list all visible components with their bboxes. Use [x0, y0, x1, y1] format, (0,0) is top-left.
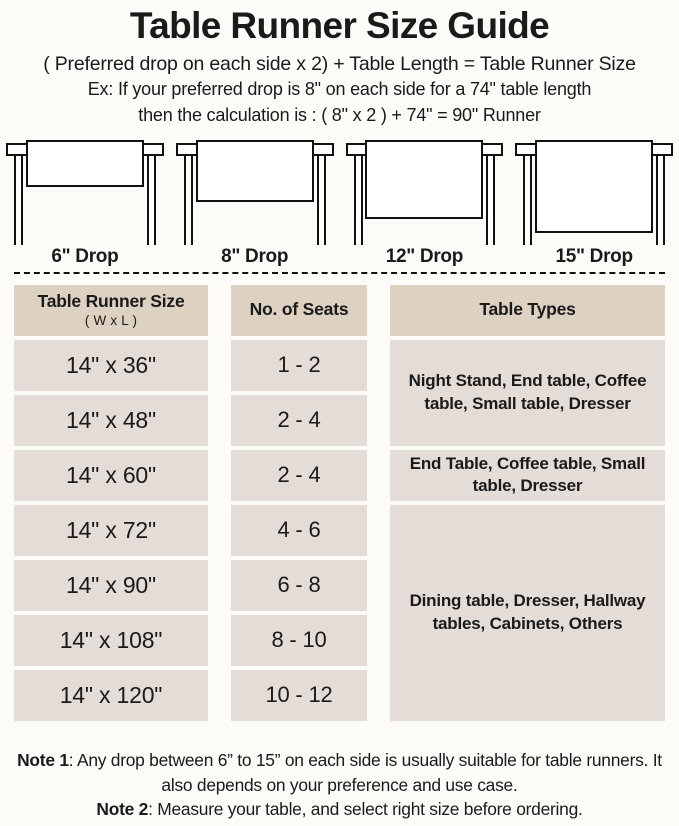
- runner-size-value: 14" x 120": [59, 681, 163, 708]
- column-header-size-title: Table Runner Size: [37, 290, 185, 311]
- table-row-seats: 6 - 8: [231, 559, 367, 611]
- column-header-types-title: Table Types: [479, 299, 576, 320]
- note-1: Note 1: Any drop between 6” to 15” on ea…: [10, 748, 669, 797]
- table-row-size: 14" x 36": [14, 339, 208, 391]
- table-row-size: 14" x 90": [14, 559, 208, 611]
- table-leg-left: [353, 155, 363, 245]
- note-2-text: : Measure your table, and select right s…: [148, 799, 583, 820]
- note-2: Note 2: Measure your table, and select r…: [10, 797, 669, 822]
- note-2-label: Note 2: [96, 799, 149, 820]
- table-runner-drape: [25, 139, 144, 187]
- table-leg-right: [486, 155, 496, 245]
- example-line-1: Ex: If your preferred drop is 8" on each…: [87, 79, 592, 100]
- column-header-types: Table Types: [390, 284, 665, 336]
- column-header-seats-title: No. of Seats: [249, 299, 349, 320]
- drop-label-row: 6" Drop 8" Drop 12" Drop 15" Drop: [0, 246, 679, 268]
- table-leg-right: [316, 155, 326, 245]
- table-leg-right: [656, 155, 665, 245]
- seats-value: 2 - 4: [277, 407, 321, 433]
- table-types-group: Night Stand, End table, Coffee table, Sm…: [390, 339, 665, 446]
- seats-value: 2 - 4: [277, 462, 321, 488]
- table-types-value: Night Stand, End table, Coffee table, Sm…: [408, 371, 647, 413]
- table-row-seats: 2 - 4: [231, 394, 367, 446]
- table-row-seats: 1 - 2: [231, 339, 367, 391]
- table-row-seats: 2 - 4: [231, 449, 367, 501]
- table-diagram-2: [170, 137, 340, 245]
- column-header-size: Table Runner Size ( W x L ): [14, 284, 208, 336]
- runner-size-value: 14" x 90": [66, 571, 156, 598]
- runner-size-value: 14" x 108": [59, 626, 163, 653]
- table-diagram-1: [0, 137, 170, 245]
- formula-text: ( Preferred drop on each side x 2) + Tab…: [43, 52, 636, 75]
- table-row-size: 14" x 60": [14, 449, 208, 501]
- table-row-size: 14" x 72": [14, 504, 208, 556]
- table-diagram-4: [509, 137, 679, 245]
- drop-label-2: 8" Drop: [221, 245, 289, 267]
- table-leg-left: [523, 155, 533, 245]
- table-row-seats: 4 - 6: [231, 504, 367, 556]
- table-types-value: End Table, Coffee table, Small table, Dr…: [409, 453, 646, 496]
- runner-size-value: 14" x 60": [66, 461, 156, 488]
- table-types-group: Dining table, Dresser, Hallway tables, C…: [390, 504, 665, 721]
- example-line-2: then the calculation is : ( 8" x 2 ) + 7…: [138, 105, 541, 126]
- notes-block: Note 1: Any drop between 6” to 15” on ea…: [0, 748, 679, 822]
- runner-size-value: 14" x 72": [66, 516, 156, 543]
- runner-size-value: 14" x 36": [66, 351, 156, 378]
- size-table: Table Runner Size ( W x L ) No. of Seats Ta…: [14, 284, 665, 721]
- table-row-size: 14" x 48": [14, 394, 208, 446]
- header-block: Table Runner Size Guide ( Preferred drop…: [0, 0, 679, 129]
- table-row-size: 14" x 120": [14, 669, 208, 721]
- section-divider: [14, 271, 665, 274]
- table-runner-drape: [365, 139, 484, 219]
- seats-value: 8 - 10: [271, 627, 327, 653]
- table-diagram-3: [340, 137, 510, 245]
- page-title: Table Runner Size Guide: [129, 5, 550, 46]
- seats-value: 10 - 12: [265, 682, 333, 708]
- note-1-text: : Any drop between 6” to 15” on each sid…: [68, 749, 662, 795]
- table-row-size: 14" x 108": [14, 614, 208, 666]
- drop-label-4: 15" Drop: [555, 245, 633, 267]
- table-types-value: Dining table, Dresser, Hallway tables, C…: [409, 591, 646, 633]
- table-row-seats: 8 - 10: [231, 614, 367, 666]
- table-types-group: End Table, Coffee table, Small table, Dr…: [390, 449, 665, 501]
- table-runner-drape: [195, 139, 314, 202]
- column-header-seats: No. of Seats: [231, 284, 367, 336]
- table-leg-right: [146, 155, 156, 245]
- table-leg-left: [14, 155, 23, 245]
- table-runner-drape: [535, 139, 654, 233]
- column-header-size-subtitle: ( W x L ): [84, 313, 138, 329]
- drop-label-1: 6" Drop: [51, 245, 119, 267]
- runner-size-value: 14" x 48": [66, 406, 156, 433]
- drop-label-3: 12" Drop: [385, 245, 464, 267]
- table-drop-diagrams: [0, 137, 679, 245]
- seats-value: 4 - 6: [277, 517, 321, 543]
- seats-value: 1 - 2: [277, 352, 321, 378]
- table-leg-left: [183, 155, 193, 245]
- seats-value: 6 - 8: [277, 572, 321, 598]
- note-1-label: Note 1: [17, 749, 69, 770]
- table-row-seats: 10 - 12: [231, 669, 367, 721]
